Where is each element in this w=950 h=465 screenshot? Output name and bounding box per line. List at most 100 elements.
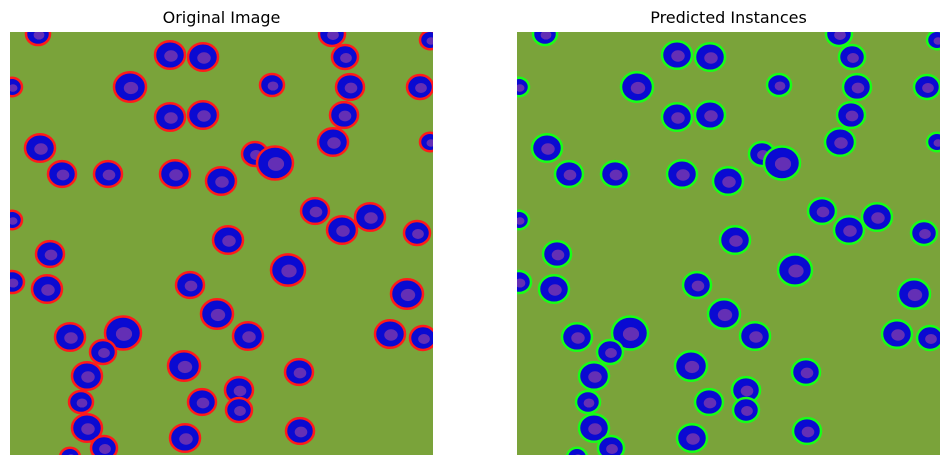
original-cell xyxy=(186,387,218,417)
predicted-cell xyxy=(565,446,589,455)
original-cell xyxy=(204,165,238,197)
original-cell xyxy=(405,73,433,101)
predicted-cell xyxy=(706,298,742,330)
original-cell xyxy=(418,131,433,153)
original-cell xyxy=(186,99,220,131)
original-cell xyxy=(89,434,119,455)
original-cell xyxy=(325,214,359,246)
predicted-cell xyxy=(560,321,594,353)
original-cell xyxy=(334,72,366,102)
predicted-cell xyxy=(553,159,585,189)
original-cell xyxy=(328,100,360,130)
original-cell xyxy=(103,315,143,351)
predicted-cell xyxy=(762,145,802,181)
predicted-cell xyxy=(531,32,559,47)
original-cell xyxy=(186,41,220,73)
predicted-cell xyxy=(823,126,857,158)
original-cell xyxy=(88,338,118,366)
original-cell xyxy=(10,269,26,295)
original-cell xyxy=(58,446,82,455)
predicted-cell xyxy=(517,269,533,295)
predicted-cell xyxy=(880,318,914,350)
original-cell xyxy=(231,320,265,352)
predicted-cell xyxy=(660,101,694,133)
original-cell xyxy=(284,416,316,446)
original-cell xyxy=(316,126,350,158)
original-cell xyxy=(199,298,235,330)
original-cell xyxy=(258,72,286,98)
predicted-cell xyxy=(530,132,564,164)
predicted-cell xyxy=(517,76,531,98)
original-cell xyxy=(269,253,307,287)
predicted-cell xyxy=(925,131,940,153)
predicted-cell xyxy=(912,73,940,101)
original-cells xyxy=(10,32,433,455)
predicted-cell xyxy=(517,209,531,231)
predicted-cell xyxy=(915,324,940,352)
original-cell xyxy=(34,239,66,269)
original-cell xyxy=(112,71,148,103)
original-cell xyxy=(166,350,202,382)
predicted-cell xyxy=(738,320,772,352)
predicted-cell xyxy=(925,32,940,51)
predicted-cell xyxy=(837,43,867,71)
predicted-cell xyxy=(693,387,725,417)
original-cell xyxy=(30,273,64,305)
predicted-cell xyxy=(574,389,602,415)
predicted-cell xyxy=(824,32,854,48)
original-cell xyxy=(10,209,24,231)
predicted-cell xyxy=(765,72,793,98)
predicted-cell xyxy=(693,99,727,131)
predicted-cell xyxy=(675,422,709,454)
predicted-cell xyxy=(841,72,873,102)
predicted-instances-panel xyxy=(517,32,940,455)
original-cell xyxy=(168,422,202,454)
predicted-cell xyxy=(835,100,867,130)
original-cell xyxy=(92,159,124,189)
predicted-cell xyxy=(577,360,611,392)
predicted-cell xyxy=(790,357,822,387)
original-cell xyxy=(174,270,206,300)
original-cell xyxy=(223,375,255,405)
predicted-cell xyxy=(681,270,713,300)
original-cell xyxy=(153,101,187,133)
predicted-cell xyxy=(673,350,709,382)
predicted-cell xyxy=(596,434,626,455)
predicted-cell xyxy=(610,315,650,351)
original-image-panel xyxy=(10,32,433,455)
predicted-cells xyxy=(517,32,940,455)
predicted-cell xyxy=(909,219,939,247)
predicted-cell xyxy=(832,214,866,246)
original-cell xyxy=(23,132,57,164)
original-image-title: Original Image xyxy=(162,8,281,27)
original-cell xyxy=(389,278,425,310)
predicted-instances-title: Predicted Instances xyxy=(650,8,807,27)
original-cell xyxy=(408,324,433,352)
original-cell xyxy=(10,76,24,98)
predicted-cell xyxy=(693,41,727,73)
original-cell xyxy=(255,145,295,181)
predicted-cell xyxy=(541,239,573,269)
predicted-cell xyxy=(718,224,752,256)
predicted-cell xyxy=(896,278,932,310)
original-cell xyxy=(224,396,254,424)
predicted-cell xyxy=(860,201,894,233)
predicted-cell xyxy=(660,39,694,71)
predicted-cell xyxy=(537,273,571,305)
original-cell xyxy=(330,43,360,71)
original-cell xyxy=(158,158,192,190)
predicted-cell xyxy=(806,196,838,226)
original-cell xyxy=(283,357,315,387)
predicted-cell xyxy=(619,71,655,103)
original-cell xyxy=(299,196,331,226)
original-cell xyxy=(418,32,433,51)
predicted-cell xyxy=(577,412,611,444)
original-cell xyxy=(53,321,87,353)
predicted-cell xyxy=(711,165,745,197)
predicted-cell xyxy=(665,158,699,190)
predicted-cell xyxy=(599,159,631,189)
original-cell xyxy=(402,219,432,247)
predicted-cell xyxy=(595,338,625,366)
original-cell xyxy=(211,224,245,256)
original-cell xyxy=(373,318,407,350)
